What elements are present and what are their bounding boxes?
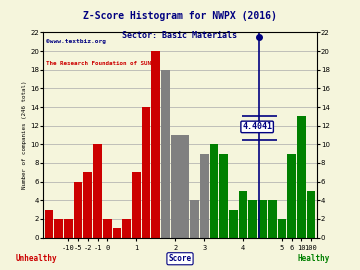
Bar [210, 144, 218, 238]
Bar [278, 219, 286, 238]
Text: ©www.textbiz.org: ©www.textbiz.org [46, 39, 106, 43]
Bar [190, 200, 199, 238]
Text: Sector: Basic Materials: Sector: Basic Materials [122, 31, 238, 40]
Bar [45, 210, 53, 238]
Bar [248, 200, 257, 238]
Bar [84, 172, 92, 238]
Bar [132, 172, 141, 238]
Bar [161, 70, 170, 238]
Bar [54, 219, 63, 238]
Bar [229, 210, 238, 238]
Bar [64, 219, 73, 238]
Text: The Research Foundation of SUNY: The Research Foundation of SUNY [46, 61, 154, 66]
Bar [287, 154, 296, 238]
Text: Score: Score [168, 254, 192, 263]
Bar [93, 144, 102, 238]
Bar [171, 135, 180, 238]
Bar [239, 191, 247, 238]
Text: 4.4041: 4.4041 [242, 122, 272, 131]
Bar [142, 107, 150, 238]
Title: Z-Score Histogram for NWPX (2016): Z-Score Histogram for NWPX (2016) [83, 11, 277, 21]
Bar [122, 219, 131, 238]
Bar [180, 135, 189, 238]
Bar [151, 51, 160, 238]
Bar [258, 200, 267, 238]
Text: Healthy: Healthy [297, 254, 329, 263]
Bar [219, 154, 228, 238]
Bar [74, 182, 82, 238]
Bar [103, 219, 112, 238]
Bar [268, 200, 276, 238]
Bar [297, 116, 306, 238]
Bar [113, 228, 121, 238]
Bar [307, 191, 315, 238]
Text: Unhealthy: Unhealthy [15, 254, 57, 263]
Bar [200, 154, 209, 238]
Y-axis label: Number of companies (246 total): Number of companies (246 total) [22, 81, 27, 189]
